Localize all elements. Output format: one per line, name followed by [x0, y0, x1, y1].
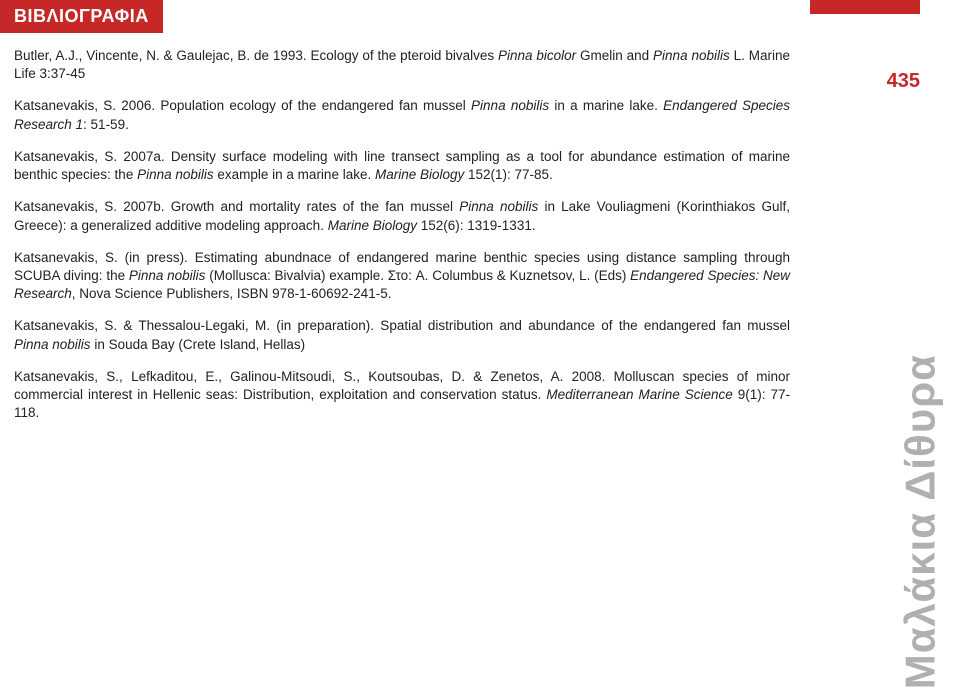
- ref-text: Katsanevakis, S. & Thessalou-Legaki, M. …: [14, 318, 790, 333]
- ref-italic: Pinna nobilis: [137, 167, 214, 182]
- sidebar-label: Μαλάκια Δίθυρα: [896, 354, 944, 689]
- ref-italic: Mediterranean Marine Science: [546, 387, 732, 402]
- ref-text: Katsanevakis, S. 2007b. Growth and morta…: [14, 199, 459, 214]
- ref-italic: Pinna nobilis: [653, 48, 730, 63]
- ref-text: in Souda Bay (Crete Island, Hellas): [91, 337, 306, 352]
- ref-text: Butler, A.J., Vincente, N. & Gaulejac, B…: [14, 48, 498, 63]
- reference-item: Katsanevakis, S. (in press). Estimating …: [14, 249, 790, 304]
- ref-text: example in a marine lake.: [214, 167, 375, 182]
- ref-text: 152(6): 1319-1331.: [417, 218, 536, 233]
- ref-text: , Nova Science Publishers, ISBN 978-1-60…: [72, 286, 392, 301]
- reference-item: Butler, A.J., Vincente, N. & Gaulejac, B…: [14, 47, 790, 83]
- section-heading: ΒΙΒΛΙΟΓΡΑΦΙΑ: [0, 0, 163, 33]
- ref-text: in a marine lake.: [549, 98, 663, 113]
- ref-italic: Marine Biology: [375, 167, 464, 182]
- ref-italic: Pinna nobilis: [14, 337, 91, 352]
- reference-item: Katsanevakis, S. 2006. Population ecolog…: [14, 97, 790, 133]
- accent-bar: [810, 0, 920, 14]
- reference-item: Katsanevakis, S. & Thessalou-Legaki, M. …: [14, 317, 790, 353]
- ref-italic: Pinna nobilis: [129, 268, 206, 283]
- ref-text: Gmelin and: [576, 48, 653, 63]
- ref-text: 152(1): 77-85.: [464, 167, 553, 182]
- reference-item: Katsanevakis, S. 2007a. Density surface …: [14, 148, 790, 184]
- ref-italic: Pinna bicolor: [498, 48, 576, 63]
- ref-italic: Marine Biology: [328, 218, 417, 233]
- ref-text: (Mollusca: Bivalvia) example. Στο: A. Co…: [205, 268, 630, 283]
- reference-item: Katsanevakis, S., Lefkaditou, E., Galino…: [14, 368, 790, 423]
- ref-italic: Pinna nobilis: [471, 98, 549, 113]
- ref-text: : 51-59.: [83, 117, 129, 132]
- ref-text: Katsanevakis, S. 2006. Population ecolog…: [14, 98, 471, 113]
- ref-italic: Pinna nobilis: [459, 199, 538, 214]
- page-number: 435: [887, 70, 920, 93]
- reference-item: Katsanevakis, S. 2007b. Growth and morta…: [14, 198, 790, 234]
- bibliography-content: Butler, A.J., Vincente, N. & Gaulejac, B…: [0, 33, 960, 423]
